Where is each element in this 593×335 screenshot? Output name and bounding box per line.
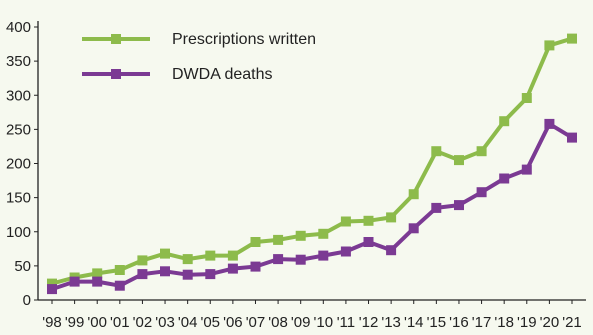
series-1 — [47, 118, 577, 295]
x-tick-label: '03 — [155, 314, 175, 331]
data-point — [340, 216, 351, 227]
data-point — [182, 269, 193, 280]
data-point — [273, 254, 284, 265]
x-tick-label: '17 — [472, 314, 492, 331]
data-point — [386, 212, 397, 223]
data-point — [431, 202, 442, 213]
x-tick-label: '21 — [562, 314, 582, 331]
legend-marker-prescriptions — [111, 34, 121, 44]
data-point — [182, 254, 193, 265]
data-point — [295, 230, 306, 241]
data-point — [363, 215, 374, 226]
x-tick-label: '14 — [404, 314, 424, 331]
x-tick-label: '10 — [314, 314, 334, 331]
legend-label-prescriptions: Prescriptions written — [172, 31, 316, 48]
y-tick-label: 100 — [6, 224, 31, 241]
data-point — [567, 132, 577, 143]
y-tick-label: 400 — [6, 19, 31, 36]
y-tick-label: 200 — [6, 156, 31, 173]
data-point — [160, 266, 170, 277]
x-tick-label: '13 — [381, 314, 401, 331]
data-point — [363, 237, 374, 247]
x-tick-label: '11 — [337, 314, 355, 331]
data-point — [454, 200, 464, 211]
data-point — [250, 261, 261, 272]
data-point — [137, 255, 148, 266]
data-point — [160, 248, 170, 259]
data-point — [499, 116, 510, 127]
data-point — [340, 246, 351, 257]
x-tick-label: '99 — [65, 314, 85, 331]
data-point — [295, 254, 306, 265]
legend: Prescriptions written DWDA deaths — [82, 31, 316, 83]
data-point — [567, 33, 577, 44]
data-point — [544, 40, 555, 51]
legend-label-deaths: DWDA deaths — [172, 66, 272, 83]
y-axis-ticks: 0 50 100 150 200 250 300 350 400 — [6, 19, 38, 309]
y-tick-label: 0 — [23, 292, 31, 309]
data-point — [408, 189, 419, 200]
data-point — [47, 284, 57, 295]
data-point — [431, 146, 442, 157]
x-tick-label: '08 — [268, 314, 288, 331]
y-tick-label: 350 — [6, 53, 31, 70]
data-point — [250, 237, 261, 247]
data-point — [92, 268, 103, 279]
x-tick-label: '15 — [427, 314, 447, 331]
x-tick-label: '02 — [133, 314, 153, 331]
data-point — [386, 245, 397, 256]
x-tick-label: '05 — [200, 314, 220, 331]
data-point — [205, 269, 216, 280]
data-point — [521, 164, 532, 175]
y-tick-label: 250 — [6, 121, 31, 138]
y-tick-label: 50 — [14, 258, 31, 275]
data-point — [544, 118, 555, 129]
data-point — [499, 173, 510, 184]
data-point — [137, 269, 148, 280]
x-tick-label: '12 — [359, 314, 379, 331]
x-tick-label: '20 — [540, 314, 560, 331]
data-point — [114, 280, 125, 291]
data-point — [476, 146, 487, 157]
data-point — [476, 187, 487, 198]
x-tick-label: '07 — [246, 314, 266, 331]
data-point — [521, 93, 532, 103]
chart-axes — [37, 21, 586, 301]
data-point — [227, 263, 238, 274]
data-point — [227, 250, 238, 261]
data-point — [114, 265, 125, 275]
x-tick-label: '04 — [178, 314, 198, 331]
x-tick-label: '19 — [517, 314, 537, 331]
x-tick-label: '18 — [494, 314, 514, 331]
legend-marker-deaths — [111, 69, 121, 79]
data-point — [318, 250, 329, 261]
data-point — [69, 276, 80, 287]
x-tick-label: '16 — [449, 314, 469, 331]
x-tick-label: '06 — [223, 314, 243, 331]
data-point — [454, 155, 464, 166]
y-tick-label: 150 — [6, 190, 31, 207]
x-axis-ticks: '98'99'00'01'02'03'04'05'06'07'08'09'10 '… — [42, 300, 582, 331]
x-tick-label: '00 — [87, 314, 107, 331]
data-point — [273, 234, 284, 245]
y-tick-label: 300 — [6, 87, 31, 104]
series-0 — [47, 33, 577, 289]
data-point — [205, 250, 216, 261]
x-tick-label: '09 — [291, 314, 311, 331]
series-layer — [47, 33, 577, 295]
data-point — [408, 223, 419, 234]
x-tick-label: '01 — [110, 314, 130, 331]
data-point — [318, 228, 329, 239]
x-tick-label: '98 — [42, 314, 62, 331]
data-point — [47, 278, 57, 289]
data-point — [92, 276, 103, 287]
